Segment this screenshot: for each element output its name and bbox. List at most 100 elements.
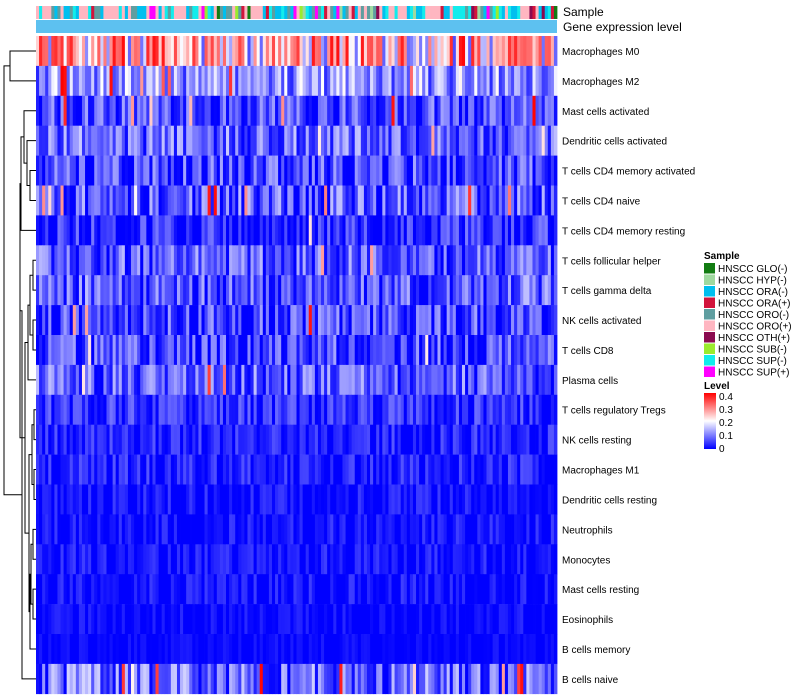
heatmap-cell — [458, 245, 463, 276]
heatmap-cell — [520, 634, 524, 665]
heatmap-cell — [250, 364, 254, 396]
heatmap-cell — [461, 364, 466, 396]
heatmap-cell — [385, 245, 389, 276]
heatmap-cell — [474, 394, 478, 425]
heatmap-cell — [222, 574, 227, 605]
sample-annotation-cell — [541, 6, 546, 19]
heatmap-cell — [446, 394, 451, 425]
sample-annotation-cell — [275, 6, 279, 19]
sample-annotation-cell — [311, 6, 316, 19]
heatmap-cell — [42, 484, 46, 515]
heatmap-cell — [69, 484, 74, 515]
heatmap-cell — [232, 36, 236, 67]
row-label: Dendritic cells resting — [562, 495, 657, 506]
heatmap-cell — [198, 335, 202, 366]
heatmap-cell — [492, 454, 497, 485]
dendrogram-branch — [27, 304, 36, 381]
heatmap-cell — [428, 65, 432, 97]
heatmap-cell — [416, 364, 420, 396]
heatmap-cell — [486, 335, 490, 366]
heatmap-cell — [305, 484, 310, 515]
heatmap-cell — [400, 514, 405, 545]
heatmap-cell — [397, 215, 402, 246]
heatmap-cell — [88, 245, 92, 276]
sample-annotation-cell — [198, 6, 202, 19]
heatmap-cell — [265, 454, 270, 485]
heatmap-cell — [103, 634, 107, 665]
heatmap-cell — [342, 36, 346, 67]
heatmap-cell — [60, 544, 64, 575]
heatmap-cell — [118, 574, 123, 605]
heatmap-cell — [241, 125, 245, 156]
heatmap-cell — [526, 663, 530, 695]
heatmap-cell — [195, 155, 199, 186]
dendrogram-branch — [29, 170, 36, 201]
heatmap-cell — [238, 125, 242, 156]
heatmap-cell — [305, 65, 310, 97]
heatmap-cell — [532, 155, 536, 186]
heatmap-cell — [222, 245, 227, 276]
heatmap-cell — [311, 454, 316, 485]
heatmap-cell — [226, 544, 230, 575]
heatmap-cell — [268, 305, 273, 336]
heatmap-cell — [241, 305, 245, 336]
heatmap-cell — [363, 544, 368, 575]
heatmap-cell — [511, 95, 515, 126]
heatmap-cell — [192, 574, 196, 605]
heatmap-cell — [198, 125, 202, 156]
heatmap-cell — [317, 245, 322, 276]
heatmap-cell — [541, 36, 546, 67]
heatmap-cell — [535, 634, 540, 665]
heatmap-cell — [317, 544, 322, 575]
row-label: NK cells activated — [562, 316, 641, 327]
heatmap-cell — [127, 663, 132, 695]
heatmap-cell — [256, 65, 261, 97]
heatmap-cell — [253, 275, 258, 306]
heatmap-cell — [287, 155, 291, 186]
heatmap-cell — [314, 36, 319, 67]
heatmap-cell — [106, 215, 110, 246]
heatmap-cell — [373, 424, 377, 455]
heatmap-cell — [425, 394, 429, 425]
heatmap-cell — [391, 185, 395, 216]
heatmap-cell — [366, 305, 371, 336]
heatmap-cell — [198, 215, 202, 246]
heatmap-cell — [69, 65, 74, 97]
heatmap-cell — [164, 454, 169, 485]
heatmap-cell — [213, 185, 218, 216]
heatmap-cell — [403, 663, 408, 695]
heatmap-cell — [229, 215, 233, 246]
heatmap-cell — [394, 364, 399, 396]
heatmap-cell — [39, 155, 43, 186]
heatmap-cell — [403, 275, 408, 306]
heatmap-cell — [314, 215, 319, 246]
heatmap-cell — [69, 634, 74, 665]
heatmap-cell — [180, 634, 184, 665]
heatmap-cell — [290, 275, 294, 306]
heatmap-cell — [366, 215, 371, 246]
heatmap-cell — [461, 95, 466, 126]
heatmap-cell — [109, 454, 114, 485]
sample-annotation-cell — [48, 6, 52, 19]
heatmap-cell — [373, 335, 377, 366]
heatmap-cell — [54, 454, 58, 485]
heatmap-cell — [39, 544, 43, 575]
heatmap-cell — [94, 484, 98, 515]
heatmap-cell — [250, 36, 254, 67]
heatmap-cell — [78, 125, 83, 156]
heatmap-cell — [60, 305, 64, 336]
heatmap-cell — [78, 155, 83, 186]
heatmap-cell — [152, 36, 156, 67]
heatmap-cell — [284, 634, 288, 665]
heatmap-cell — [256, 215, 261, 246]
heatmap-cell — [100, 544, 104, 575]
heatmap-cell — [535, 95, 540, 126]
heatmap-cell — [388, 394, 392, 425]
heatmap-cell — [541, 574, 546, 605]
heatmap-cell — [247, 215, 251, 246]
heatmap-cell — [81, 574, 86, 605]
heatmap-cell — [293, 185, 297, 216]
heatmap-cell — [75, 305, 80, 336]
heatmap-cell — [244, 275, 248, 306]
heatmap-cell — [314, 394, 319, 425]
